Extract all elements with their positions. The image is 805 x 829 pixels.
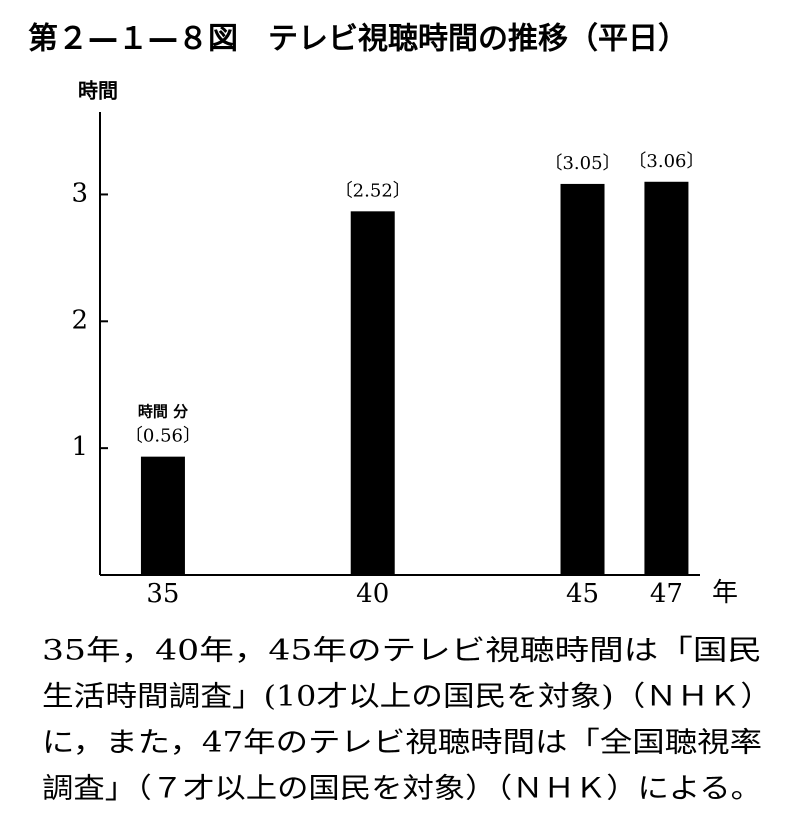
note-line: 生活時間調査」(10才以上の国民を対象)（ＮＨＫ）: [42, 680, 772, 713]
x-tick-label: 35: [146, 579, 179, 609]
value-label: 〔3.05〕: [544, 153, 620, 174]
x-tick-label: 45: [566, 579, 599, 609]
y-tick-label: 3: [71, 178, 88, 208]
y-tick-label: 1: [71, 432, 88, 462]
note-line: に，また，47年のテレビ視聴時間は「全国聴視率: [42, 726, 762, 759]
bar: [644, 181, 689, 575]
x-axis-label: 年: [712, 578, 738, 608]
note-line: 35年，40年，45年のテレビ視聴時間は「国民: [42, 634, 762, 667]
x-tick-label: 40: [356, 579, 389, 609]
x-tick-label: 47: [650, 579, 683, 609]
bar: [560, 183, 605, 575]
y-tick-label: 2: [71, 305, 88, 335]
annotation: 時間 分: [138, 403, 188, 421]
y-axis-label: 時間: [78, 79, 118, 103]
value-label: 〔3.06〕: [628, 151, 704, 172]
note-line: 調査」（７才以上の国民を対象）（ＮＨＫ）による。: [42, 772, 762, 805]
bar: [140, 456, 185, 575]
chart-title: 第２—１—８図 テレビ視聴時間の推移（平日）: [28, 22, 688, 57]
bar: [350, 211, 395, 576]
value-label: 〔2.52〕: [335, 180, 411, 201]
value-label: 〔0.56〕: [125, 426, 201, 447]
